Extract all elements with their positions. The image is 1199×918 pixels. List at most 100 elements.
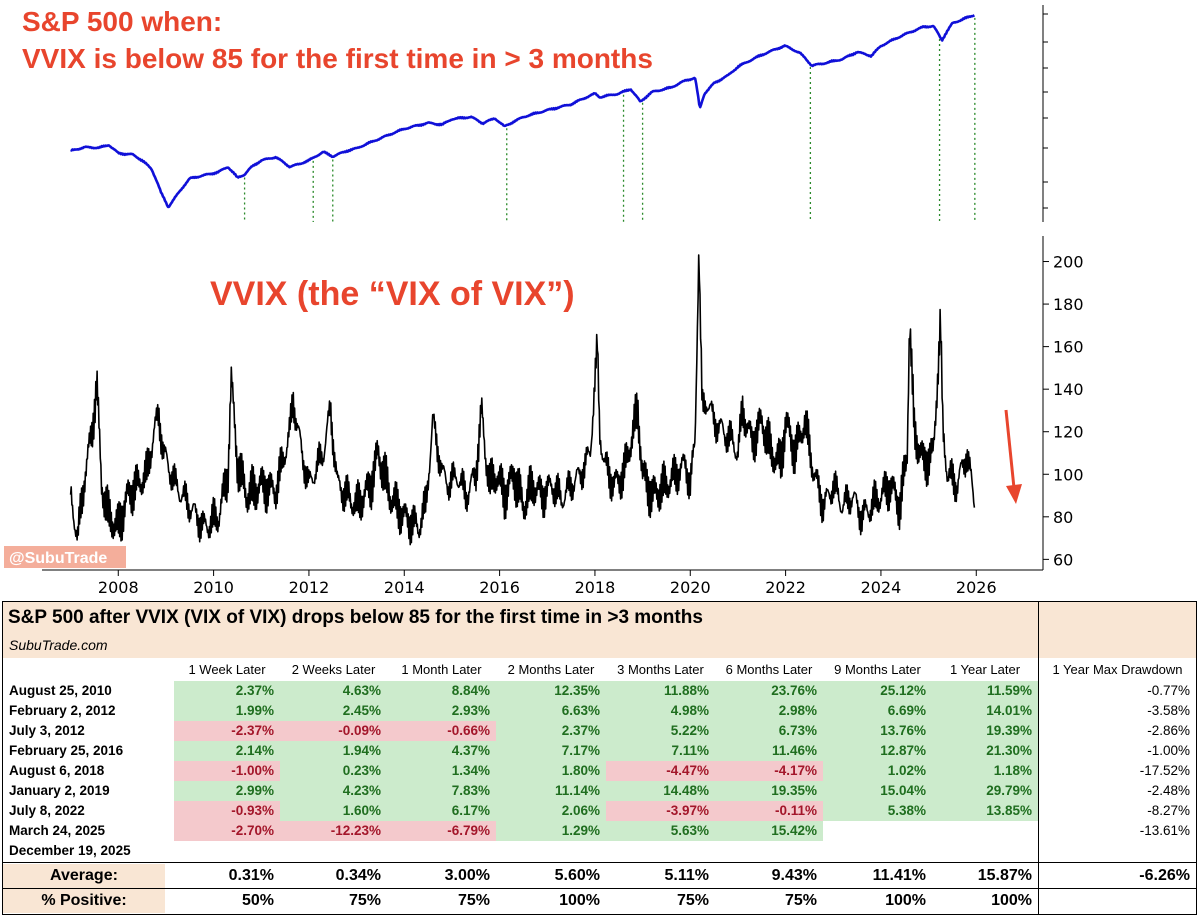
row-date: December 19, 2025 (9, 843, 131, 858)
return-cell: 6.63% (496, 701, 606, 721)
return-cell: 1.99% (174, 701, 280, 721)
vvix-ytick-label: 100 (1053, 465, 1084, 484)
column-header: 6 Months Later (725, 662, 813, 677)
positive-cell: 75% (457, 892, 490, 909)
return-cell: 11.14% (496, 781, 606, 801)
return-cell: -12.23% (280, 821, 387, 841)
vvix-ytick-label: 200 (1053, 253, 1084, 272)
column-header: 3 Months Later (617, 662, 704, 677)
row-date: February 2, 2012 (9, 703, 116, 718)
sp500-chart: S&P 500 when: VVIX is below 85 for the f… (22, 5, 1048, 222)
vvix-ytick-label: 80 (1053, 508, 1073, 527)
average-label: Average: (3, 864, 165, 888)
return-cell: 23.76% (715, 681, 823, 701)
return-cell: 1.18% (932, 761, 1038, 781)
return-cell: 15.42% (715, 821, 823, 841)
return-cell: 2.14% (174, 741, 280, 761)
drawdown-cell: -1.00% (1147, 743, 1190, 758)
return-cell: 4.37% (387, 741, 496, 761)
drawdown-cell: -2.86% (1147, 723, 1190, 738)
return-cell: 1.60% (280, 801, 387, 821)
row-date: July 3, 2012 (9, 723, 85, 738)
return-cell: 19.35% (715, 781, 823, 801)
return-cell: 1.94% (280, 741, 387, 761)
return-cell: 11.88% (606, 681, 715, 701)
sp500-title-line2: VVIX is below 85 for the first time in >… (22, 43, 653, 74)
drawdown-cell: -17.52% (1139, 763, 1190, 778)
watermark: @SubuTrade (9, 550, 107, 567)
vvix-xtick-label: 2022 (765, 578, 806, 597)
vvix-ytick-label: 180 (1053, 295, 1084, 314)
return-cell: 2.99% (174, 781, 280, 801)
column-header: 9 Months Later (834, 662, 921, 677)
vvix-xtick-label: 2026 (956, 578, 997, 597)
return-cell: -0.11% (715, 801, 823, 821)
return-cell: 21.30% (932, 741, 1038, 761)
return-cell: 11.59% (932, 681, 1038, 701)
vvix-title: VVIX (the “VIX of VIX”) (210, 275, 575, 313)
sp500-axis-ticks (1043, 13, 1048, 209)
return-cell: 1.29% (496, 821, 606, 841)
return-cell: 2.98% (715, 701, 823, 721)
return-cell: 1.02% (823, 761, 932, 781)
row-date: August 6, 2018 (9, 763, 105, 778)
event-markers (243, 17, 976, 222)
return-cell: -4.47% (606, 761, 715, 781)
vvix-xtick-label: 2014 (384, 578, 425, 597)
return-cell: 8.84% (387, 681, 496, 701)
positive-cell: 75% (784, 892, 817, 909)
return-cell: 15.04% (823, 781, 932, 801)
column-header: 2 Months Later (507, 662, 595, 677)
return-cell: 2.06% (496, 801, 606, 821)
vvix-y-ticks: 60 80 100 120 140 160 180 200 (1043, 253, 1084, 569)
return-cell: 6.17% (387, 801, 496, 821)
vvix-ytick-label: 140 (1053, 380, 1084, 399)
positive-cell: 100% (991, 892, 1032, 909)
vvix-ytick-label: 160 (1053, 338, 1084, 357)
drawdown-cell: -3.58% (1147, 703, 1190, 718)
return-cell: 25.12% (823, 681, 932, 701)
positive-cell: 75% (348, 892, 381, 909)
positive-cell: 75% (676, 892, 709, 909)
return-cell: 7.83% (387, 781, 496, 801)
return-cell: 7.11% (606, 741, 715, 761)
watermark-box (4, 546, 126, 568)
row-date: August 25, 2010 (9, 683, 112, 698)
return-cell: 4.23% (280, 781, 387, 801)
return-cell: -3.97% (606, 801, 715, 821)
return-cell: 6.69% (823, 701, 932, 721)
return-cell: -0.09% (280, 721, 387, 741)
table-subtitle: SubuTrade.com (9, 637, 108, 653)
vvix-line (69, 254, 976, 546)
summary-divider (3, 888, 1196, 889)
average-drawdown: -6.26% (1139, 867, 1190, 884)
return-cell: -1.00% (174, 761, 280, 781)
return-cell: 11.46% (715, 741, 823, 761)
column-header: 2 Weeks Later (291, 662, 376, 677)
average-cell: 9.43% (771, 867, 817, 884)
average-cell: 3.00% (444, 867, 490, 884)
return-cell: -2.70% (174, 821, 280, 841)
return-cell: 2.45% (280, 701, 387, 721)
column-header: 1 Year Max Drawdown (1052, 662, 1183, 677)
return-cell: 12.35% (496, 681, 606, 701)
table-header (3, 602, 1038, 658)
return-cell: 4.98% (606, 701, 715, 721)
positive-cell: 50% (241, 892, 274, 909)
down-arrow-icon (1004, 409, 1022, 504)
return-cell: 14.48% (606, 781, 715, 801)
return-cell: 1.80% (496, 761, 606, 781)
summary-divider (3, 862, 1196, 863)
sp500-line (70, 14, 975, 209)
drawdown-cell: -8.27% (1147, 803, 1190, 818)
table-title: S&P 500 after VVIX (VIX of VIX) drops be… (8, 607, 703, 628)
row-date: July 8, 2022 (9, 803, 85, 818)
return-cell: -2.37% (174, 721, 280, 741)
charts-area: S&P 500 when: VVIX is below 85 for the f… (4, 5, 1084, 597)
return-cell: 29.79% (932, 781, 1038, 801)
return-cell: 0.23% (280, 761, 387, 781)
return-cell: 2.37% (174, 681, 280, 701)
return-cell: 19.39% (932, 721, 1038, 741)
return-cell: 5.22% (606, 721, 715, 741)
table-header-right (1038, 602, 1196, 658)
